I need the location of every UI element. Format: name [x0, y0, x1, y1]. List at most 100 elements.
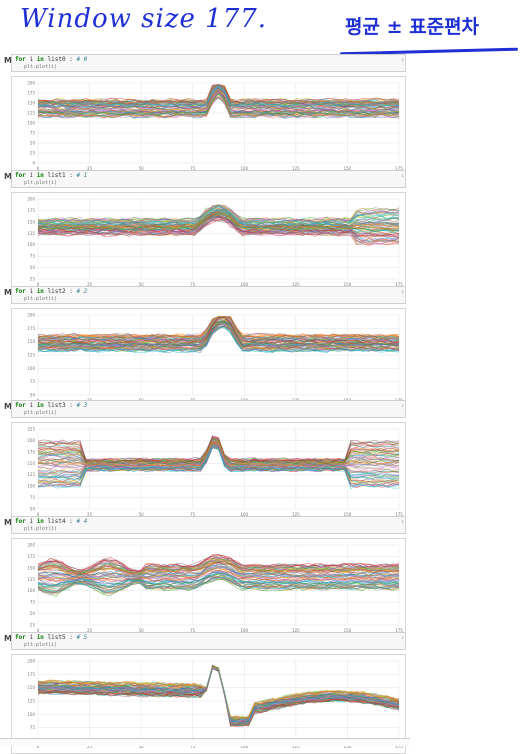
y-tick-label: 200	[27, 81, 35, 86]
code-line-1: for i in list3 : # 3	[15, 402, 88, 409]
series-line	[37, 559, 399, 575]
y-tick-label: 175	[27, 208, 35, 213]
series-line	[37, 321, 400, 349]
cell-scroll-icon[interactable]: ↕	[400, 173, 404, 179]
y-tick-label: 125	[27, 353, 35, 358]
x-tick-label: 125	[292, 628, 300, 633]
x-tick-label: 25	[87, 166, 93, 171]
x-tick-label: 0	[37, 512, 40, 517]
cell-scroll-icon[interactable]: ↕	[400, 403, 404, 409]
cell-run-marker[interactable]: M	[4, 518, 12, 527]
code-line-2: plt.plot(i)	[24, 64, 58, 70]
cell-run-marker[interactable]: M	[4, 288, 12, 297]
series-line	[37, 558, 400, 574]
y-tick-label: 150	[27, 461, 35, 466]
y-tick-label: 25	[30, 277, 36, 282]
handwritten-right-note: 평균 ± 표준편차	[345, 16, 480, 38]
y-tick-label: 0	[32, 161, 35, 166]
x-tick-label: 50	[139, 628, 145, 633]
code-line-2: plt.plot(i)	[24, 642, 58, 648]
series-line	[37, 91, 400, 116]
x-tick-label: 125	[292, 282, 300, 287]
series-line	[38, 95, 400, 119]
y-tick-label: 200	[27, 659, 35, 664]
x-tick-label: 175	[395, 512, 403, 517]
series-line	[37, 445, 400, 481]
y-tick-label: 50	[30, 393, 36, 398]
code-line-1: for i in list0 : # 0	[15, 56, 88, 63]
series-line	[37, 324, 400, 353]
x-tick-label: 175	[395, 628, 403, 633]
x-tick-label: 50	[139, 512, 145, 517]
plot-output: 225 200 175 150 125 100 75 50 0 25 50 75 100 125 150 17…	[11, 422, 406, 522]
y-tick-label: 125	[27, 699, 35, 704]
series-line	[37, 326, 400, 353]
code-input[interactable]: for i in list5 : # 5 plt.plot(i) ↕	[11, 632, 406, 650]
series-line	[37, 316, 400, 342]
code-input[interactable]: for i in list1 : # 1 plt.plot(i) ↕	[11, 170, 406, 188]
cell-run-marker[interactable]: M	[4, 56, 12, 65]
code-input[interactable]: for i in list0 : # 0 plt.plot(i) ↕	[11, 54, 406, 72]
series-line	[37, 212, 400, 233]
x-tick-label: 75	[190, 282, 196, 287]
series-line	[37, 567, 400, 580]
x-tick-label: 100	[240, 166, 248, 171]
code-input[interactable]: for i in list3 : # 3 plt.plot(i) ↕	[11, 400, 406, 418]
series-line	[37, 571, 400, 587]
x-tick-label: 100	[240, 628, 248, 633]
y-tick-label: 50	[30, 141, 36, 146]
y-tick-label: 75	[30, 379, 36, 384]
cell-scroll-icon[interactable]: ↕	[400, 57, 404, 63]
x-tick-label: 150	[344, 166, 352, 171]
series-line	[37, 440, 400, 465]
cell-scroll-icon[interactable]: ↕	[400, 289, 404, 295]
code-line-2: plt.plot(i)	[24, 410, 58, 416]
series-line	[37, 445, 400, 480]
series-line	[37, 443, 400, 481]
y-tick-label: 75	[30, 600, 36, 605]
y-tick-label: 100	[27, 242, 35, 247]
y-tick-label: 125	[27, 111, 35, 116]
series-line	[37, 208, 400, 226]
series-line	[37, 563, 400, 577]
series-line	[37, 444, 400, 474]
code-input[interactable]: for i in list2 : # 2 plt.plot(i) ↕	[11, 286, 406, 304]
y-tick-label: 150	[27, 339, 35, 344]
series-line	[37, 204, 400, 224]
code-line-1: for i in list5 : # 5	[15, 634, 88, 641]
series-line	[37, 208, 400, 226]
code-line-2: plt.plot(i)	[24, 296, 58, 302]
y-tick-label: 150	[27, 685, 35, 690]
x-tick-label: 25	[87, 628, 93, 633]
series-line	[37, 96, 400, 119]
x-tick-label: 175	[395, 282, 403, 287]
cell-scroll-icon[interactable]: ↕	[400, 635, 404, 641]
code-input[interactable]: for i in list4 : # 4 plt.plot(i) ↕	[11, 516, 406, 534]
series-line	[37, 560, 400, 575]
series-line	[37, 447, 400, 490]
y-tick-label: 150	[27, 101, 35, 106]
series-line	[37, 576, 400, 594]
series-line	[37, 207, 400, 224]
bottom-scrollbar[interactable]	[0, 738, 410, 746]
series-line	[37, 565, 400, 579]
handwritten-title: Window size 177.	[20, 4, 268, 34]
plot-output: 200 175 150 125 100 75 50 25 0 25 50 75 100 125 150 175	[11, 192, 406, 292]
cell-run-marker[interactable]: M	[4, 402, 12, 411]
cell-run-marker[interactable]: M	[4, 172, 12, 181]
series-line	[37, 571, 400, 584]
cell-scroll-icon[interactable]: ↕	[400, 519, 404, 525]
series-line	[37, 667, 400, 722]
y-tick-label: 200	[27, 438, 35, 443]
y-tick-label: 125	[27, 472, 35, 477]
cell-run-marker[interactable]: M	[4, 634, 12, 643]
y-tick-label: 100	[27, 712, 35, 717]
x-tick-label: 100	[240, 512, 248, 517]
x-tick-label: 125	[292, 166, 300, 171]
x-tick-label: 75	[190, 166, 196, 171]
code-line-1: for i in list2 : # 2	[15, 288, 88, 295]
